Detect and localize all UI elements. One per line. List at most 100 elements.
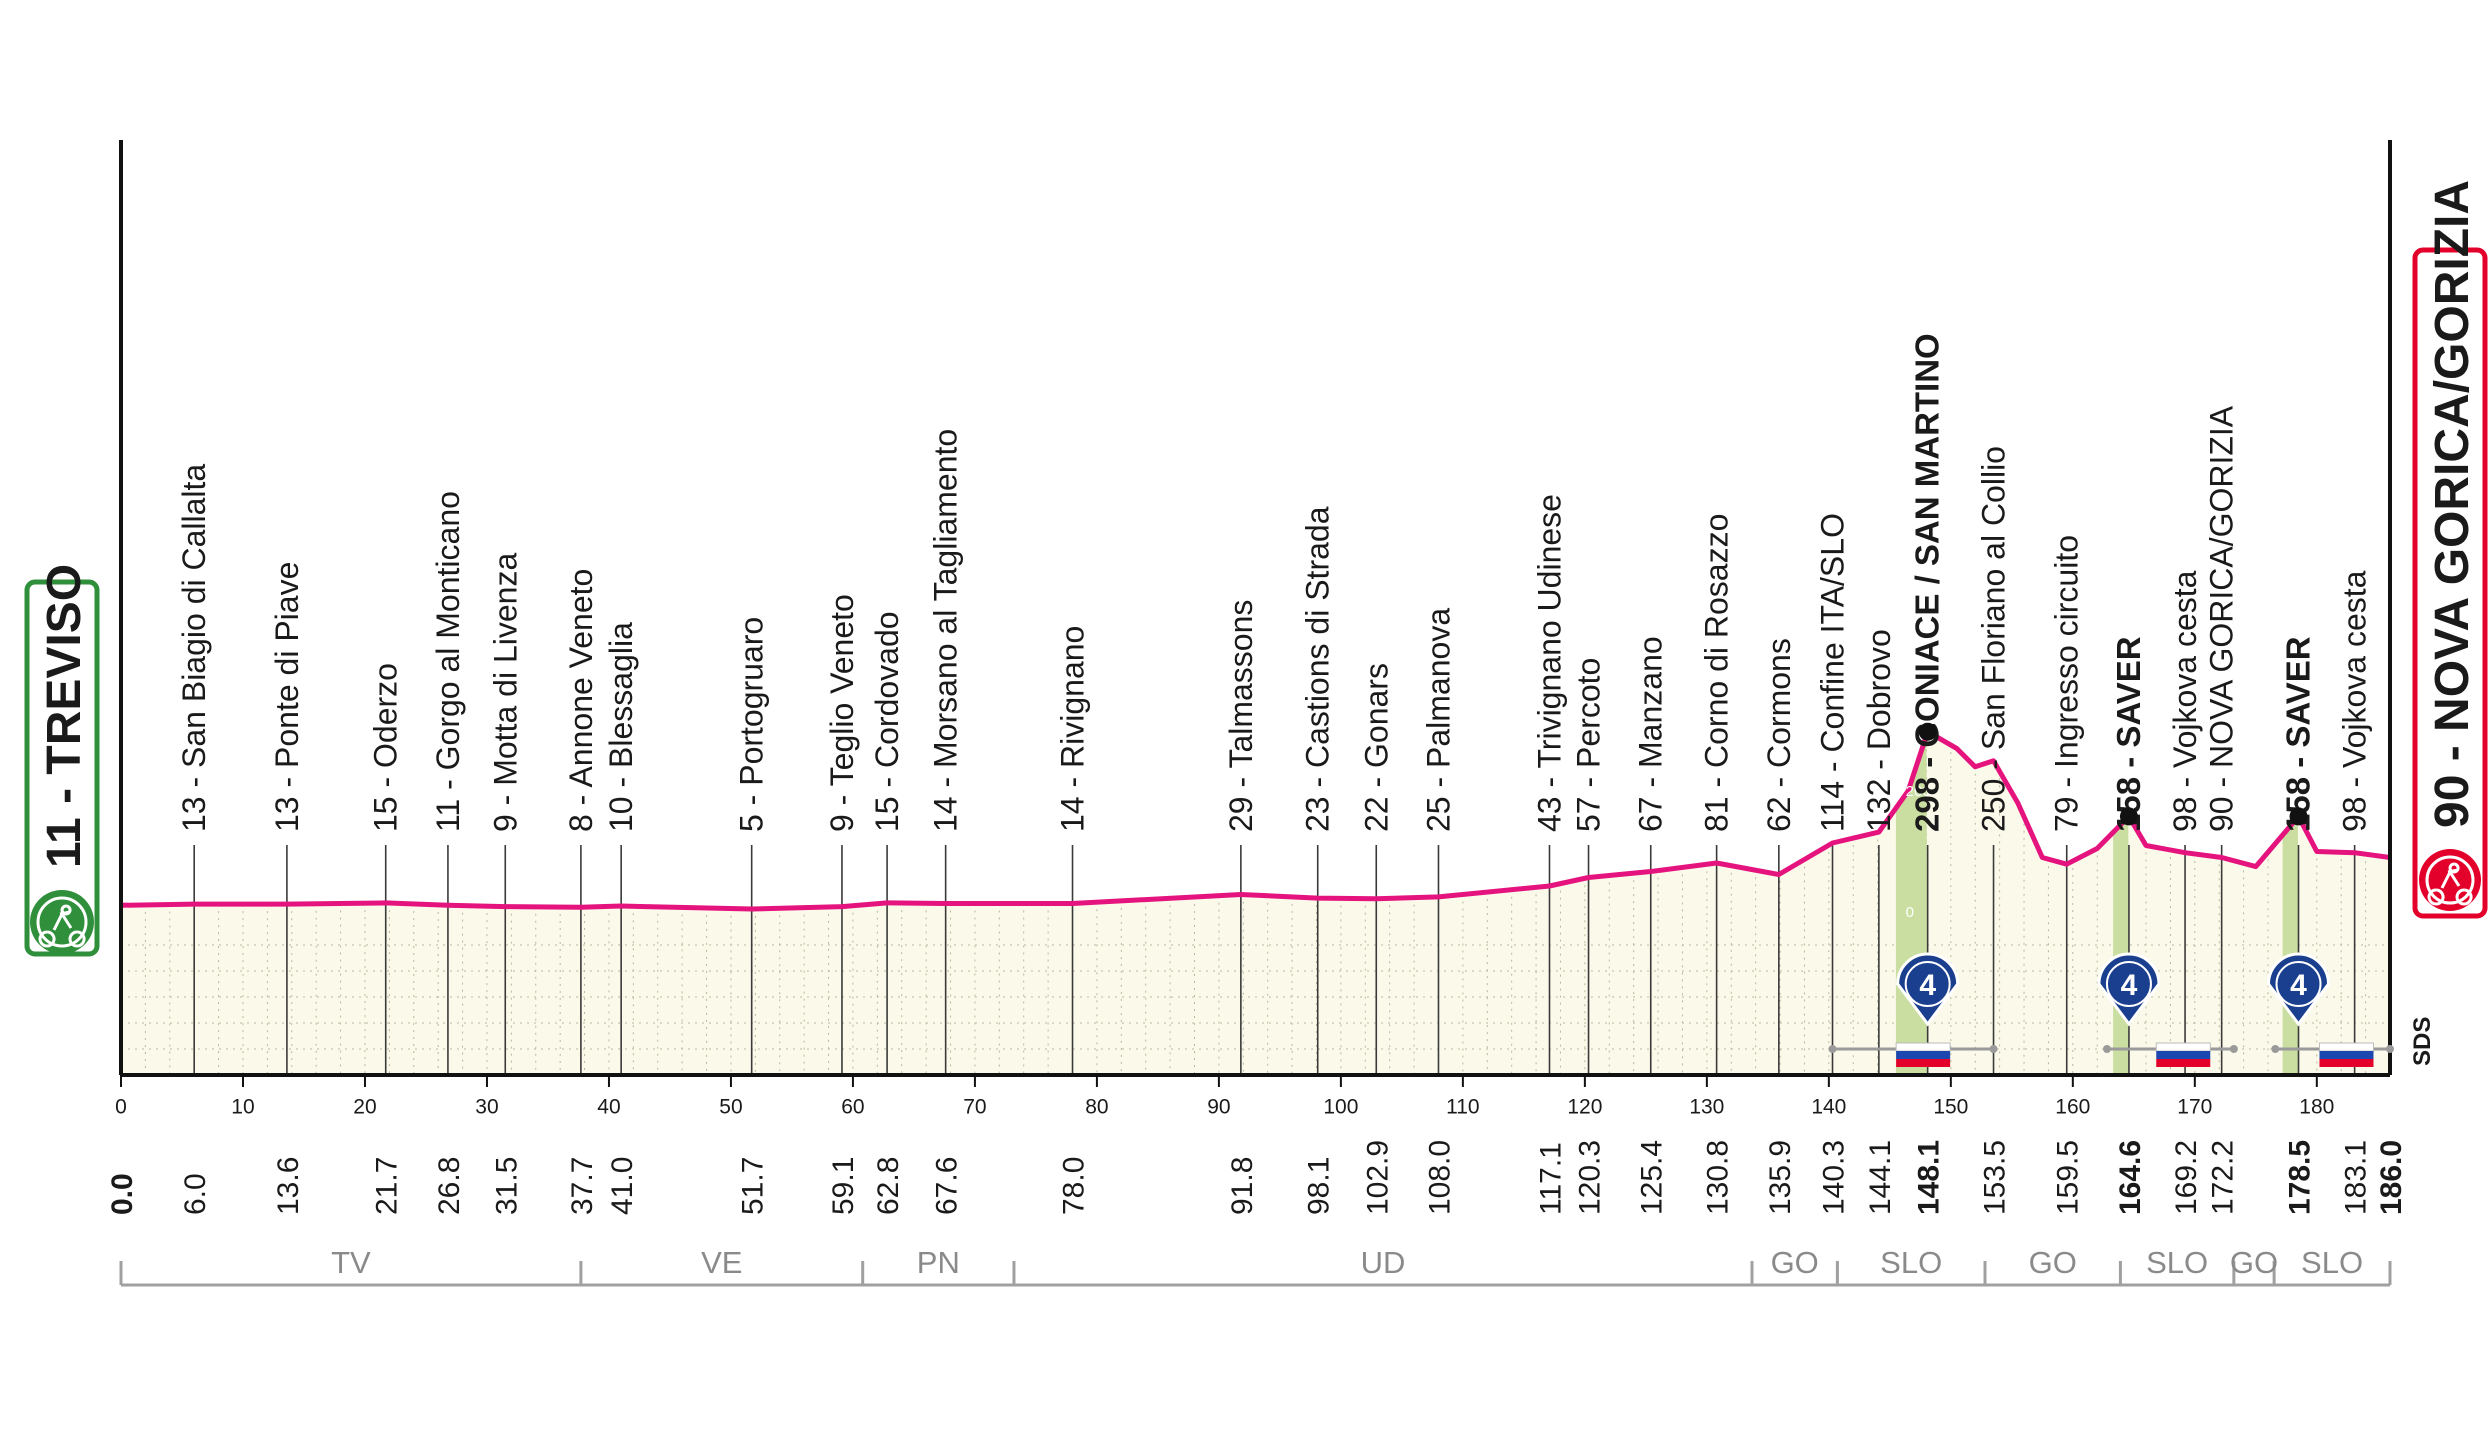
slovenia-flag-white (2155, 1042, 2211, 1052)
km-label: 183.1 (2340, 1140, 2373, 1215)
location-name: 90 - NOVA GORICA/GORIZIA (2204, 405, 2240, 832)
x-tick-label: 50 (719, 1095, 742, 1118)
border-segment-end (1989, 1045, 1998, 1053)
location-name: 98 - Vojkova cesta (2167, 570, 2203, 832)
location-name: 14 - Rivignano (1055, 626, 1091, 832)
km-label: 125.4 (1636, 1140, 1669, 1215)
km-label: 51.7 (737, 1157, 770, 1215)
sponsor-logo: SDS (2409, 1017, 2436, 1066)
kom-category-badge (2267, 952, 2331, 1027)
location-name: 158 - SAVER (2110, 636, 2147, 832)
km-label: 0.0 (106, 1173, 139, 1215)
x-tick-label: 70 (963, 1095, 986, 1118)
location-name: 23 - Castions di Strada (1300, 506, 1336, 832)
summit-dot (2289, 807, 2308, 826)
km-label: 102.9 (1361, 1140, 1394, 1215)
slovenia-flag-red (2156, 1059, 2211, 1067)
elevation-scale-label: 200 (1906, 783, 1931, 800)
finish-badge: 90 - NOVA GORICA/GORIZIA (2412, 180, 2488, 919)
region-label: GO (1771, 1245, 1819, 1280)
km-label: 169.2 (2170, 1140, 2203, 1215)
x-tick-label: 180 (2299, 1095, 2334, 1118)
summit-dot (1918, 722, 1937, 741)
kom-category-badge (2097, 952, 2161, 1027)
climb-shading (2113, 817, 2129, 1075)
km-label: 130.8 (1702, 1140, 1735, 1215)
region-label: GO (2230, 1245, 2278, 1280)
slovenia-flag-blue (2319, 1051, 2374, 1059)
km-label: 91.8 (1226, 1157, 1259, 1215)
km-label: 21.7 (371, 1157, 404, 1215)
location-name: 98 - Vojkova cesta (2337, 570, 2373, 832)
region-label: TV (331, 1245, 371, 1280)
slovenia-flag-white (2318, 1042, 2374, 1052)
location-name: 14 - Morsano al Tagliamento (928, 429, 964, 832)
location-name: 5 - Portogruaro (734, 617, 770, 832)
location-name: 43 - Trivignano Udinese (1531, 494, 1567, 832)
summit-dot (2119, 807, 2138, 826)
location-name: 29 - Talmassons (1223, 600, 1259, 832)
x-tick-label: 110 (1446, 1095, 1479, 1118)
km-label: 31.5 (490, 1157, 523, 1215)
x-tick-label: 0 (115, 1095, 127, 1118)
elevation-scale-label: 0 (1906, 904, 1914, 921)
location-name: 250 - San Floriano al Collio (1976, 446, 2012, 832)
x-tick-label: 160 (2055, 1095, 2090, 1118)
location-name: 57 - Percoto (1571, 658, 1607, 832)
start-label: 11 - TREVISO (38, 564, 91, 868)
profile-area (121, 731, 2390, 1075)
location-name: 15 - Oderzo (368, 663, 404, 832)
x-tick-label: 20 (353, 1095, 376, 1118)
location-name: 67 - Manzano (1633, 636, 1669, 832)
location-name: 81 - Corno di Rosazzo (1699, 514, 1735, 832)
region-label: SLO (2301, 1245, 2363, 1280)
location-name: 11 - Gorgo al Monticano (430, 491, 466, 832)
location-name: 62 - Cormons (1761, 638, 1797, 832)
km-label: 172.2 (2207, 1140, 2240, 1215)
region-label: GO (2029, 1245, 2077, 1280)
slovenia-flag-blue (2156, 1051, 2211, 1059)
x-tick-label: 10 (231, 1095, 254, 1118)
profile-line (120, 729, 2391, 912)
x-tick-label: 170 (2177, 1095, 2212, 1118)
location-name: 22 - Gonars (1358, 663, 1394, 832)
km-label: 140.3 (1818, 1140, 1851, 1215)
border-segment-end (2229, 1045, 2238, 1053)
km-label: 153.5 (1979, 1140, 2012, 1215)
kom-badge-ring (2105, 961, 2152, 1007)
km-label: 164.6 (2114, 1140, 2147, 1215)
slovenia-flag-blue (1896, 1051, 1951, 1059)
location-name: 9 - Motta di Livenza (487, 553, 523, 832)
km-label: 159.5 (2052, 1140, 2085, 1215)
finish-label: 90 - NOVA GORICA/GORIZIA (2426, 180, 2479, 828)
km-label: 148.1 (1913, 1140, 1946, 1215)
km-label: 135.9 (1764, 1140, 1797, 1215)
km-label: 120.3 (1574, 1140, 1607, 1215)
slovenia-flag-red (1896, 1059, 1951, 1067)
x-tick-label: 150 (1933, 1095, 1968, 1118)
border-segment-end (2386, 1045, 2394, 1053)
km-label: 26.8 (433, 1157, 466, 1215)
x-tick-label: 100 (1323, 1095, 1358, 1118)
kom-category-label: 4 (2290, 969, 2307, 1002)
kom-badge-ring (1904, 961, 1951, 1007)
x-tick-label: 90 (1207, 1095, 1230, 1118)
x-tick-label: 60 (841, 1095, 864, 1118)
km-label: 117.1 (1534, 1142, 1567, 1215)
region-label: SLO (2146, 1245, 2208, 1280)
location-name: 132 - Dobrovo (1861, 629, 1897, 832)
x-tick-label: 40 (597, 1095, 620, 1118)
km-label: 186.0 (2375, 1140, 2408, 1215)
cyclist-icon (30, 890, 94, 954)
km-label: 67.6 (931, 1157, 964, 1215)
location-name: 15 - Cordovado (869, 611, 905, 832)
km-label: 144.1 (1864, 1140, 1897, 1215)
x-tick-label: 130 (1689, 1095, 1724, 1118)
region-label: VE (701, 1245, 742, 1280)
location-name: 13 - Ponte di Piave (269, 562, 305, 832)
km-label: 41.0 (606, 1157, 639, 1215)
location-name: 158 - SAVER (2280, 636, 2317, 832)
km-label: 37.7 (566, 1157, 599, 1215)
location-name: 298 - GONIACE / SAN MARTINO (1909, 333, 1946, 832)
